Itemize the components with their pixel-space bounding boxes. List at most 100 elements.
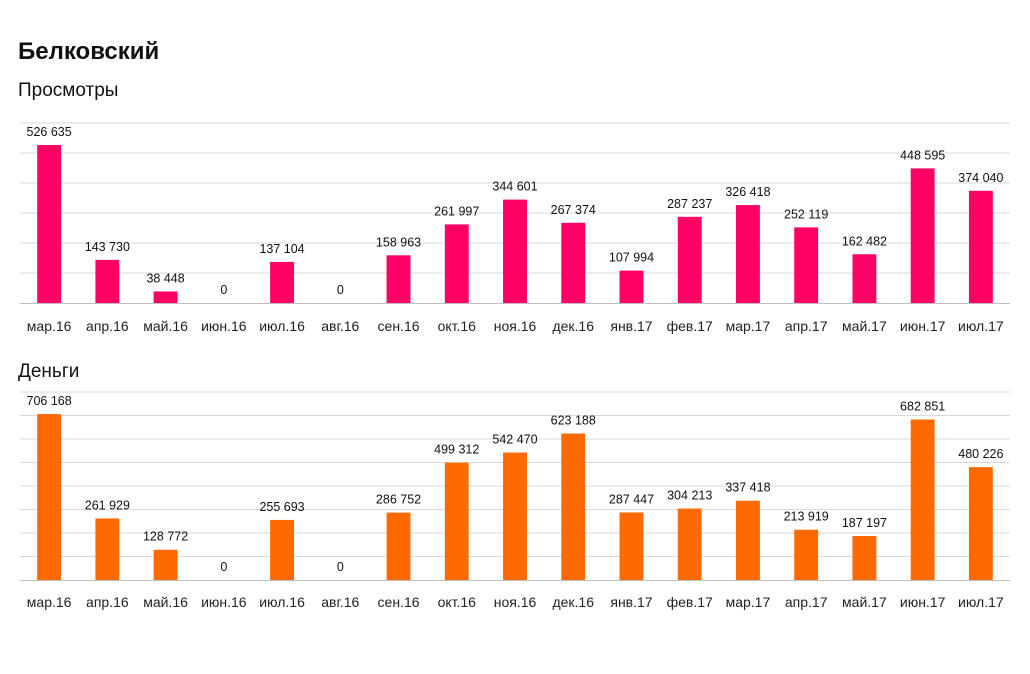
money-bar [503,452,527,580]
views-value-label: 158 963 [376,235,421,249]
x-tick-label: июн.16 [201,594,247,610]
money-value-label: 0 [337,560,344,574]
x-tick-label: янв.17 [610,594,652,610]
money-value-label: 337 418 [725,481,770,495]
money-value-label: 255 693 [259,500,304,514]
x-tick-label: апр.16 [86,594,129,610]
x-tick-label: июн.17 [900,594,946,610]
views-bar [444,224,469,303]
page-title: Белковский [18,38,160,65]
x-tick-label: апр.16 [86,318,129,334]
money-bar [794,529,819,580]
x-tick-label: мар.16 [27,318,72,334]
x-tick-label: янв.17 [610,318,652,334]
views-value-label: 162 482 [842,234,887,248]
views-value-label: 107 994 [609,251,654,265]
x-tick-label: ноя.16 [494,318,537,334]
x-tick-label: апр.17 [785,318,828,334]
money-value-label: 0 [220,560,227,574]
x-tick-label: дек.16 [552,594,594,610]
money-bar [677,508,702,580]
x-tick-label: июл.17 [958,318,1004,334]
views-value-label: 252 119 [784,207,828,221]
money-value-label: 304 213 [667,489,712,503]
money-bar [386,512,411,580]
views-value-label: 137 104 [259,242,304,256]
views-value-label: 0 [337,283,344,297]
x-tick-label: сен.16 [378,318,420,334]
views-bar [503,199,527,303]
x-tick-label: мар.16 [27,594,72,610]
x-tick-label: мар.17 [726,594,771,610]
views-value-label: 526 635 [27,125,72,139]
x-tick-label: май.16 [143,318,188,334]
views-bar [386,255,411,303]
money-value-label: 187 197 [842,516,887,530]
money-value-label: 287 447 [609,492,654,506]
x-tick-label: сен.16 [378,594,420,610]
views-bar [95,259,120,303]
views-value-label: 38 448 [146,271,184,285]
x-tick-label: июл.17 [958,594,1004,610]
money-bar [153,549,178,580]
money-bar [619,512,644,580]
money-bar [910,419,935,580]
views-value-label: 374 040 [958,171,1003,185]
x-tick-label: июн.16 [201,318,247,334]
money-value-label: 623 188 [551,414,596,428]
x-tick-label: июл.16 [259,594,305,610]
money-bar [968,467,993,580]
views-bar-chart: 526 635 мар.16 143 730 апр.16 38 448 май.16 0 и… [20,122,1010,334]
x-tick-label: фев.17 [667,594,713,610]
money-value-label: 286 752 [376,493,421,507]
views-value-label: 344 601 [492,180,537,194]
money-value-label: 128 772 [143,530,188,544]
x-tick-label: май.16 [143,594,188,610]
views-value-label: 261 997 [434,204,479,218]
money-bar [444,462,469,580]
x-tick-label: апр.17 [785,594,828,610]
x-tick-label: фев.17 [667,318,713,334]
views-bar [794,227,819,303]
views-bar [910,168,935,303]
money-value-label: 480 226 [958,447,1003,461]
views-value-label: 287 237 [667,197,712,211]
money-bar [852,536,877,580]
x-tick-label: мар.17 [726,318,771,334]
views-bar [736,205,760,303]
views-value-label: 448 595 [900,148,945,162]
views-bar [270,261,294,303]
money-bar [736,500,760,580]
money-bar [37,414,62,580]
views-bar [561,222,586,303]
money-bar-chart: 706 168 мар.16 261 929 апр.16 128 772 май.16 0… [20,391,1010,610]
money-value-label: 261 929 [85,498,130,512]
views-bar [677,216,702,303]
money-value-label: 682 851 [900,400,945,414]
views-value-label: 143 730 [85,240,130,254]
views-bar [852,254,877,303]
x-tick-label: окт.16 [438,318,477,334]
money-bar [270,519,294,580]
money-bar [95,518,120,580]
x-tick-label: авг.16 [321,594,359,610]
money-value-label: 213 919 [784,510,829,524]
views-value-label: 0 [220,283,227,297]
x-tick-label: июн.17 [900,318,946,334]
views-value-label: 267 374 [551,203,596,217]
money-value-label: 542 470 [492,433,537,447]
x-tick-label: ноя.16 [494,594,537,610]
x-tick-label: май.17 [842,594,887,610]
x-tick-label: июл.16 [259,318,305,334]
views-bar [153,291,178,303]
money-value-label: 706 168 [27,394,72,408]
x-tick-label: дек.16 [552,318,594,334]
money-value-label: 499 312 [434,443,479,457]
x-tick-label: окт.16 [438,594,477,610]
chart-subtitle-money: Деньги [18,361,80,382]
views-bar [37,145,62,303]
views-value-label: 326 418 [725,185,770,199]
views-bar [968,190,993,303]
x-tick-label: май.17 [842,318,887,334]
chart-subtitle-views: Просмотры [18,80,119,101]
